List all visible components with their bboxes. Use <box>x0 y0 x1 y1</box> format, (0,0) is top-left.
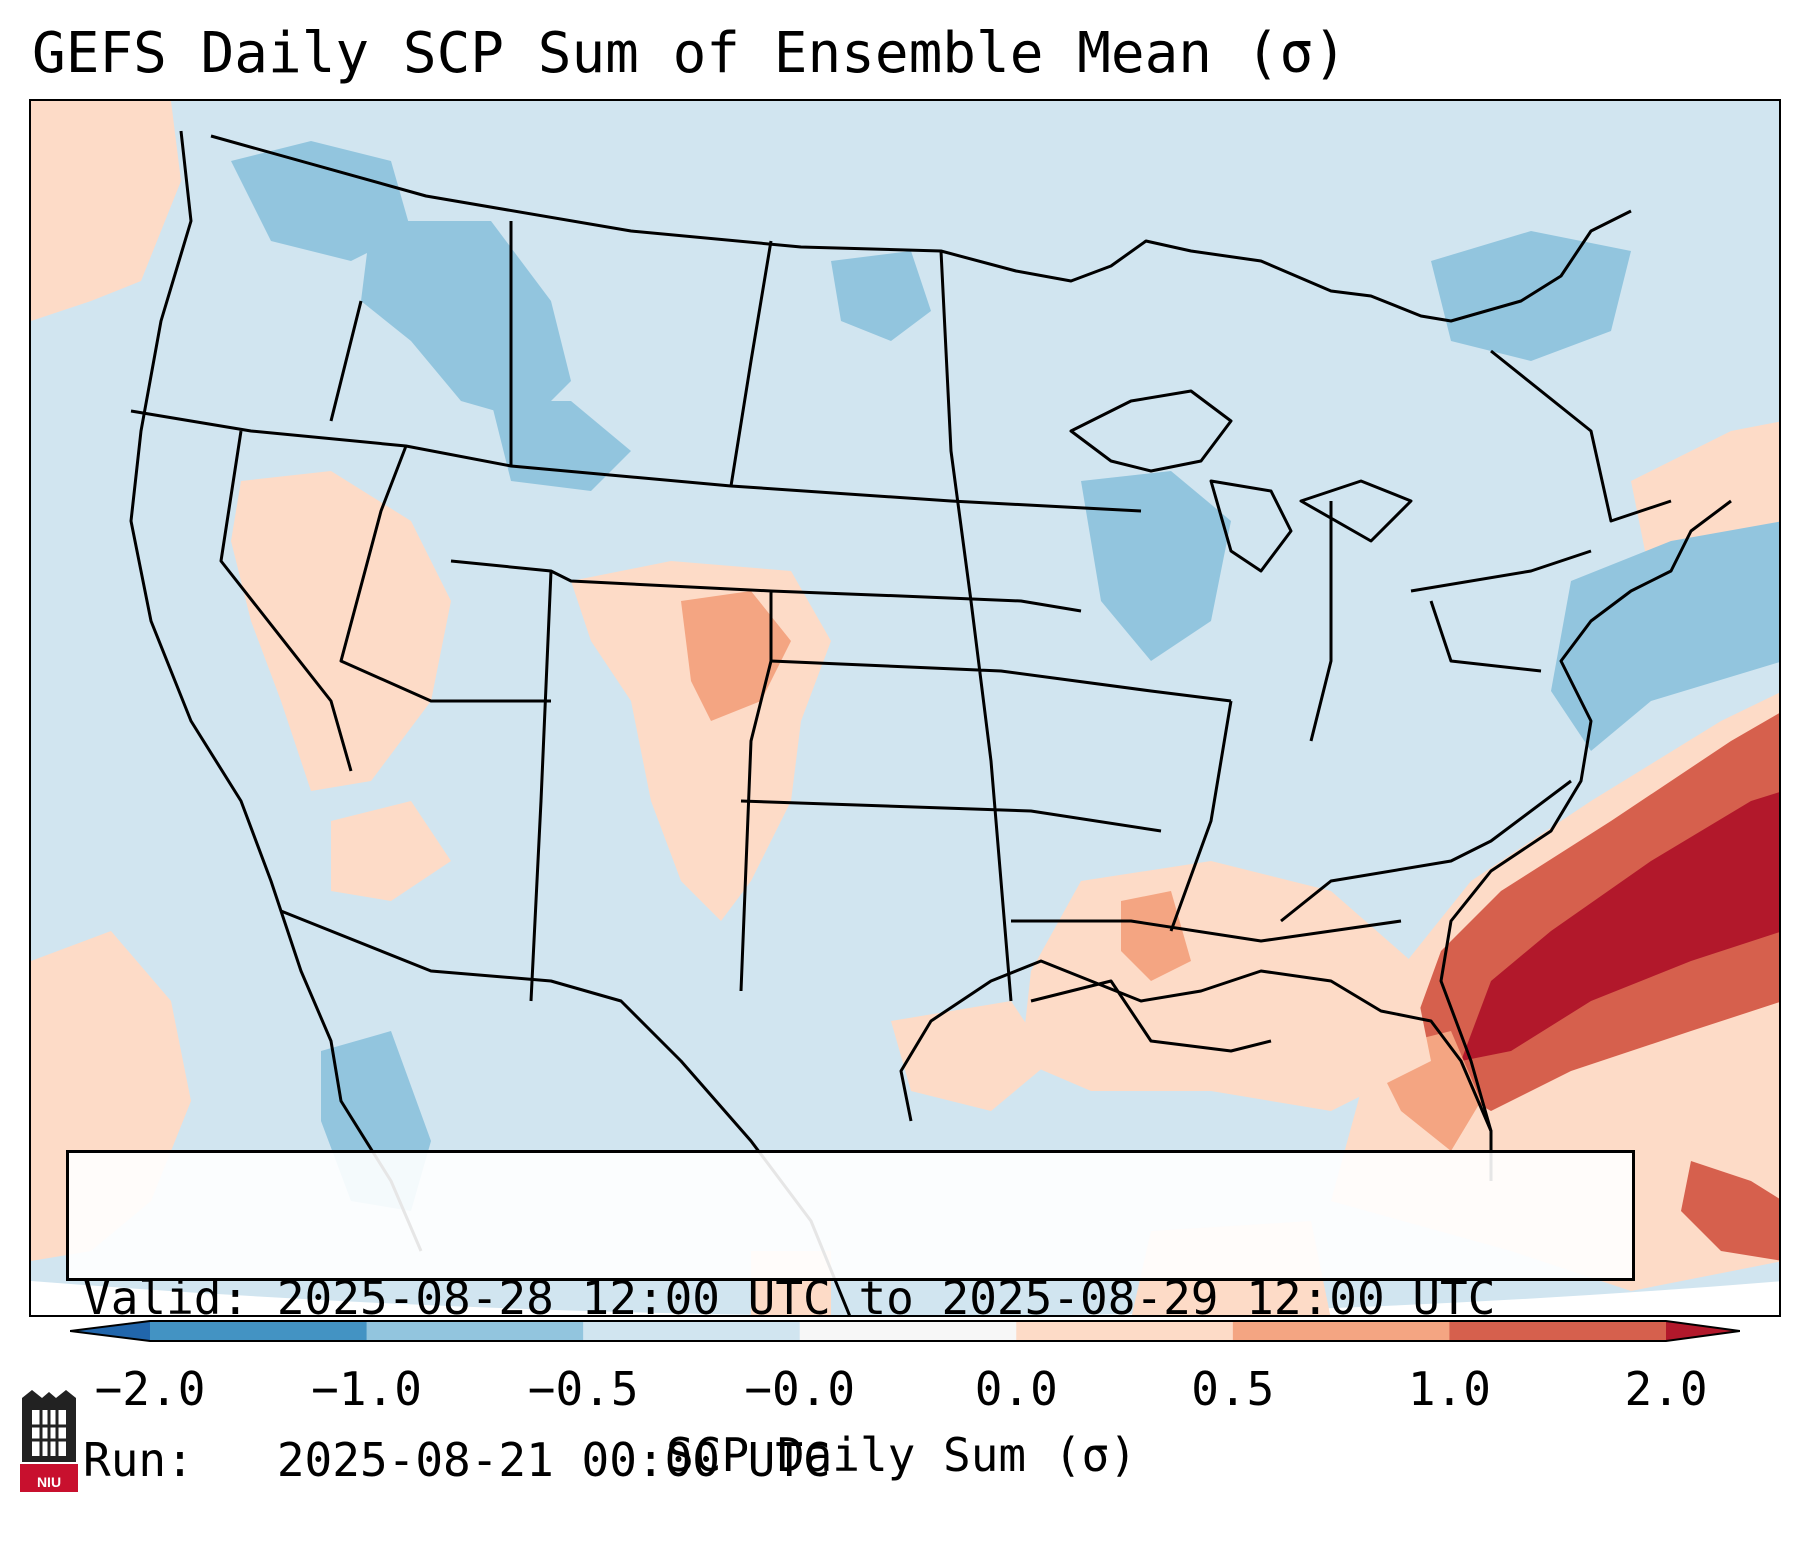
great-basin-positive <box>231 471 451 791</box>
west-coastline <box>129 130 423 1252</box>
atlantic-dark-core <box>1461 792 1779 1061</box>
colorbar-bin <box>366 1321 584 1341</box>
northeast-offshore-negative <box>1551 521 1779 751</box>
run-time-text: Run: 2025-08-21 00:00 UTC <box>83 1433 831 1487</box>
colorbar-tick-label: −1.0 <box>311 1362 422 1416</box>
great-lakes-shoreline <box>1069 389 1413 573</box>
gulf-states-positive <box>1021 861 1431 1111</box>
colorbar-bin <box>1016 1321 1234 1341</box>
colorbar-bin <box>1666 1321 1740 1341</box>
colorbar <box>70 1320 1740 1342</box>
valid-time-text: Valid: 2025-08-28 12:00 UTC to 2025-08-2… <box>83 1271 1496 1325</box>
colorbar-bin <box>1449 1321 1667 1341</box>
pacific-northwest-positive <box>31 101 181 321</box>
colorbar-tick-label: −0.0 <box>744 1362 856 1416</box>
state-borders-east <box>1280 349 1672 923</box>
negative-anomaly-fields <box>231 141 1779 1211</box>
colorbar-bin <box>1232 1321 1450 1341</box>
colorbar-label: SCP Daily Sum (σ) <box>666 1428 1137 1482</box>
state-borders-central <box>740 250 1402 1053</box>
texas-coast-positive <box>891 1001 1051 1111</box>
east-coastline <box>1439 499 1732 1132</box>
caribbean-positive <box>1681 1161 1779 1261</box>
projection-outside-area <box>31 1281 1779 1315</box>
us-canada-border <box>210 134 1632 323</box>
niu-tower-icon <box>20 1390 78 1492</box>
state-and-country-borders <box>129 130 1732 1315</box>
chart-title: GEFS Daily SCP Sum of Ensemble Mean (σ) <box>32 21 1347 86</box>
niu-logo: NIU <box>18 1390 80 1494</box>
colorbar-outline <box>70 1320 1740 1342</box>
mississippi-medium <box>1121 891 1191 981</box>
validity-info-box: Valid: 2025-08-28 12:00 UTC to 2025-08-2… <box>66 1150 1635 1487</box>
great-lakes-negative <box>1081 471 1231 661</box>
colorbar-tick-label: 0.5 <box>1191 1362 1275 1416</box>
colorbar-tick-label: 2.0 <box>1624 1362 1708 1416</box>
state-borders-west <box>130 221 1142 1002</box>
colorbar-bin <box>150 1321 368 1341</box>
colorbar-tick-label: 0.0 <box>974 1362 1058 1416</box>
colorbar-bin <box>70 1321 150 1341</box>
colorbar-tick-label: −2.0 <box>94 1362 206 1416</box>
colorbar-tick-label: 1.0 <box>1407 1362 1491 1416</box>
gulf-coastline <box>899 959 1493 1181</box>
colorbar-bin <box>583 1321 801 1341</box>
colorbar-bin <box>799 1321 1017 1341</box>
map-canvas <box>31 101 1779 1315</box>
arizona-positive <box>331 801 451 901</box>
map-panel <box>29 99 1781 1317</box>
idaho-negative <box>231 141 411 261</box>
niu-logo-text: NIU <box>36 1474 62 1490</box>
colorbar-tick-label: −0.5 <box>527 1362 639 1416</box>
minnesota-negative <box>831 251 931 341</box>
montana-negative <box>361 221 571 421</box>
